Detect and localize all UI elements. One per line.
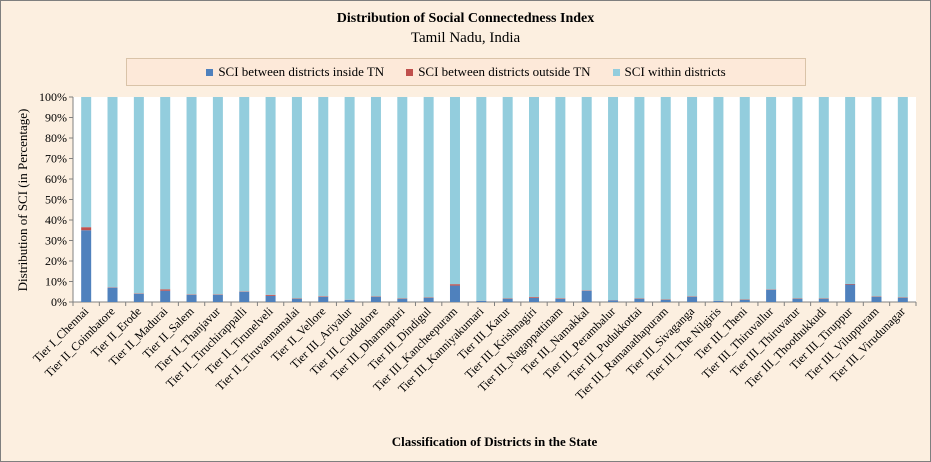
legend-swatch-outside-tn <box>406 68 414 76</box>
chart-title: Distribution of Social Connectedness Ind… <box>336 11 595 26</box>
legend: SCI between districts inside TN SCI betw… <box>126 58 806 86</box>
bar-segment-s1-18 <box>555 298 566 299</box>
bar-segment-s2-16 <box>502 97 513 299</box>
bar-segment-s0-27 <box>792 298 803 302</box>
bar-segment-s2-6 <box>239 97 250 292</box>
legend-swatch-inside-tn <box>206 68 214 76</box>
chart-subtitle: Tamil Nadu, India <box>410 30 521 46</box>
bar-segment-s1-7 <box>265 294 276 296</box>
bar-segment-s0-19 <box>581 290 592 302</box>
bar-segment-s2-29 <box>845 97 856 284</box>
bar-segment-s0-10 <box>344 299 355 302</box>
bar-segment-s1-17 <box>529 297 540 298</box>
bar-segment-s2-15 <box>476 97 487 301</box>
bar-segment-s0-31 <box>897 297 908 302</box>
bar-segment-s2-11 <box>370 97 381 297</box>
bar-segment-s0-12 <box>397 298 408 302</box>
bar-segment-s2-22 <box>660 97 671 300</box>
y-tick-label: 40% <box>45 213 67 227</box>
bar-segment-s0-18 <box>555 298 566 302</box>
legend-label-within: SCI within districts <box>624 64 726 79</box>
bar-segment-s2-17 <box>529 97 540 298</box>
bar-segment-s0-5 <box>212 294 223 302</box>
bar-segment-s0-2 <box>133 293 144 302</box>
bar-segment-s0-17 <box>529 297 540 302</box>
bar-segment-s2-10 <box>344 97 355 300</box>
bar-segment-s2-19 <box>581 97 592 291</box>
y-axis-title: Distribution of SCI (in Percentage) <box>15 108 30 292</box>
bar-segment-s0-29 <box>845 284 856 302</box>
bar-segment-s0-24 <box>713 300 724 302</box>
bar-segment-s2-31 <box>897 97 908 298</box>
legend-item-outside-tn: SCI between districts outside TN <box>406 64 591 80</box>
bar-segment-s2-23 <box>687 97 698 297</box>
bar-segment-s2-30 <box>871 97 882 297</box>
bar-segment-s2-21 <box>634 97 645 299</box>
bar-segment-s0-20 <box>608 300 619 302</box>
bar-segment-s0-25 <box>739 299 750 302</box>
bar-segment-s2-20 <box>608 97 619 301</box>
bar-segment-s2-28 <box>818 97 829 299</box>
bar-segment-s0-14 <box>449 285 460 302</box>
bar-segment-s0-7 <box>265 295 276 302</box>
bar-segment-s0-15 <box>476 300 487 302</box>
bar-segment-s1-9 <box>318 296 329 297</box>
bar-segment-s1-29 <box>845 283 856 285</box>
y-tick-label: 0% <box>51 295 67 309</box>
bar-segment-s0-8 <box>291 298 302 302</box>
y-tick-label: 20% <box>45 254 67 268</box>
legend-swatch-within <box>612 68 620 76</box>
bar-segment-s2-18 <box>555 97 566 299</box>
bar-segment-s2-5 <box>212 97 223 295</box>
bar-segment-s0-23 <box>687 296 698 302</box>
bar-segment-s0-4 <box>186 294 197 302</box>
bar-segment-s0-9 <box>318 296 329 302</box>
bar-segment-s2-9 <box>318 97 329 297</box>
bar-segment-s2-12 <box>397 97 408 299</box>
bar-segment-s2-25 <box>739 97 750 300</box>
bar-segment-s2-4 <box>186 97 197 295</box>
bar-segment-s2-24 <box>713 97 724 301</box>
bar-segment-s0-22 <box>660 299 671 302</box>
bar-segment-s2-27 <box>792 97 803 299</box>
bar-segment-s0-3 <box>160 290 171 302</box>
bar-segment-s2-14 <box>449 97 460 285</box>
bar-segment-s0-0 <box>81 230 92 302</box>
bar-segment-s0-28 <box>818 298 829 302</box>
bar-segment-s0-11 <box>370 296 381 302</box>
bar-segment-s1-0 <box>81 227 92 231</box>
bar-segment-s2-13 <box>423 97 434 298</box>
bar-segment-s2-1 <box>107 97 118 288</box>
bar-segment-s2-0 <box>81 97 92 228</box>
y-tick-label: 100% <box>39 90 67 104</box>
bar-segment-s1-14 <box>449 284 460 286</box>
bar-segment-s0-21 <box>634 298 645 302</box>
y-tick-label: 60% <box>45 172 67 186</box>
bar-segment-s0-6 <box>239 291 250 302</box>
y-tick-label: 70% <box>45 152 67 166</box>
bar-segment-s2-26 <box>766 97 777 290</box>
bar-segment-s2-8 <box>291 97 302 299</box>
bar-segment-s2-2 <box>133 97 144 294</box>
y-tick-label: 90% <box>45 111 67 125</box>
y-tick-label: 30% <box>45 234 67 248</box>
legend-item-within: SCI within districts <box>612 64 726 80</box>
bar-segment-s0-26 <box>766 289 777 302</box>
legend-label-outside-tn: SCI between districts outside TN <box>418 64 591 79</box>
bar-segment-s2-7 <box>265 97 276 295</box>
bar-segment-s0-13 <box>423 297 434 302</box>
y-tick-label: 10% <box>45 275 67 289</box>
y-tick-label: 50% <box>45 193 67 207</box>
bar-segment-s0-1 <box>107 287 118 302</box>
bar-segment-s1-3 <box>160 289 171 291</box>
bar-segment-s2-3 <box>160 97 171 290</box>
legend-item-inside-tn: SCI between districts inside TN <box>206 64 384 80</box>
x-axis-title: Classification of Districts in the State <box>391 434 598 449</box>
y-tick-label: 80% <box>45 131 67 145</box>
bar-segment-s0-16 <box>502 298 513 302</box>
bar-segment-s0-30 <box>871 296 882 302</box>
legend-label-inside-tn: SCI between districts inside TN <box>218 64 385 79</box>
